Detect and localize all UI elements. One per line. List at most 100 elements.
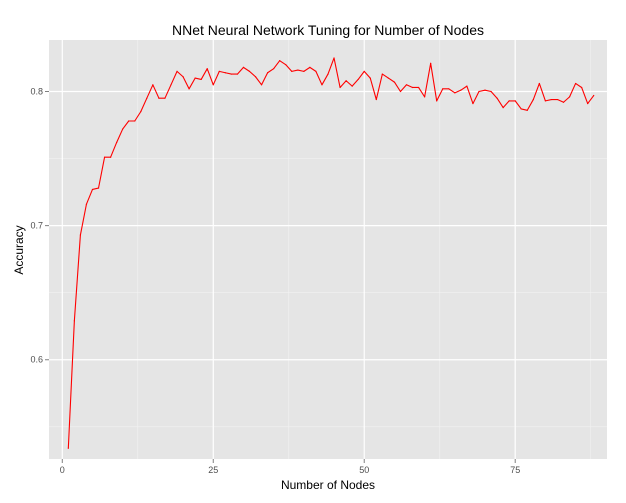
data-point: [152, 84, 154, 86]
data-point: [273, 68, 275, 70]
data-point: [381, 73, 383, 75]
data-point: [291, 70, 293, 72]
data-point: [581, 86, 583, 89]
data-point: [496, 97, 498, 99]
data-point: [297, 69, 299, 71]
data-point: [242, 66, 245, 68]
data-point: [345, 80, 347, 82]
data-point: [357, 78, 359, 81]
data-point: [248, 70, 251, 72]
data-point: [574, 82, 577, 85]
x-tick-label: 0: [60, 465, 65, 475]
x-tick-label: 25: [208, 465, 218, 475]
data-point: [200, 78, 202, 81]
chart-title: NNet Neural Network Tuning for Number of…: [172, 22, 484, 38]
data-point: [218, 70, 220, 72]
data-point: [490, 90, 492, 93]
data-point: [194, 77, 196, 79]
data-point: [568, 96, 571, 98]
data-point: [236, 73, 239, 75]
data-point: [472, 102, 474, 105]
data-point: [514, 100, 516, 102]
data-point: [103, 156, 106, 158]
data-point: [562, 101, 565, 103]
data-point: [532, 98, 534, 101]
data-point: [158, 97, 160, 99]
data-point: [230, 73, 232, 75]
data-point: [212, 84, 214, 86]
data-point: [333, 57, 335, 59]
y-axis-label: Accuracy: [12, 225, 26, 274]
data-point: [436, 100, 438, 102]
series-layer: [67, 57, 595, 449]
data-point: [188, 88, 190, 90]
data-point: [405, 84, 408, 86]
minor-gridlines: [49, 40, 607, 459]
x-tick-label: 75: [510, 465, 520, 475]
data-point: [254, 76, 257, 78]
data-point: [393, 81, 396, 83]
y-axis: 0.6 0.7 0.8: [30, 87, 49, 365]
data-point: [526, 109, 528, 111]
data-point: [550, 98, 553, 101]
data-point: [128, 120, 130, 122]
data-point: [484, 89, 486, 91]
data-point: [375, 98, 377, 101]
y-tick-label: 0.6: [30, 355, 43, 365]
x-axis-label: Number of Nodes: [281, 478, 375, 492]
data-point: [339, 86, 341, 89]
data-point: [206, 68, 208, 70]
data-point: [164, 97, 166, 99]
data-point: [502, 106, 504, 109]
data-point: [478, 90, 480, 93]
data-point: [134, 120, 136, 122]
data-point: [73, 320, 75, 322]
data-point: [67, 447, 69, 449]
data-point: [85, 203, 88, 205]
data-point: [176, 70, 178, 72]
data-point: [466, 85, 468, 87]
data-point: [91, 188, 94, 191]
data-point: [170, 84, 172, 86]
data-point: [303, 70, 305, 72]
data-point: [544, 100, 547, 102]
data-point: [351, 85, 353, 87]
data-point: [309, 66, 311, 68]
data-point: [520, 108, 522, 110]
data-point: [79, 234, 82, 236]
data-point: [538, 82, 540, 85]
data-point: [387, 77, 389, 79]
data-point: [454, 92, 456, 94]
major-gridlines: [49, 40, 607, 459]
data-point: [593, 94, 595, 97]
data-point: [116, 141, 118, 144]
data-point: [260, 84, 263, 86]
data-point: [430, 62, 432, 64]
data-point: [224, 72, 226, 74]
data-point: [369, 77, 371, 79]
data-point: [556, 98, 559, 101]
x-tick-label: 50: [359, 465, 369, 475]
data-point: [182, 76, 184, 78]
data-point: [508, 100, 510, 102]
data-point: [109, 156, 112, 158]
data-point: [321, 84, 323, 86]
y-tick-label: 0.7: [30, 221, 43, 231]
data-point: [424, 96, 426, 98]
series-points: [67, 57, 595, 449]
data-point: [442, 88, 444, 90]
accuracy-series-line: [67, 57, 595, 449]
y-tick-label: 0.8: [30, 87, 43, 97]
data-point: [327, 73, 329, 75]
data-point: [97, 187, 100, 189]
data-point: [411, 86, 414, 89]
x-axis: 0 25 50 75: [60, 459, 520, 475]
data-point: [363, 70, 365, 72]
data-point: [587, 102, 589, 105]
data-point: [460, 89, 462, 91]
data-point: [140, 111, 142, 113]
data-point: [315, 70, 317, 72]
data-point: [279, 60, 281, 62]
data-point: [448, 88, 450, 90]
